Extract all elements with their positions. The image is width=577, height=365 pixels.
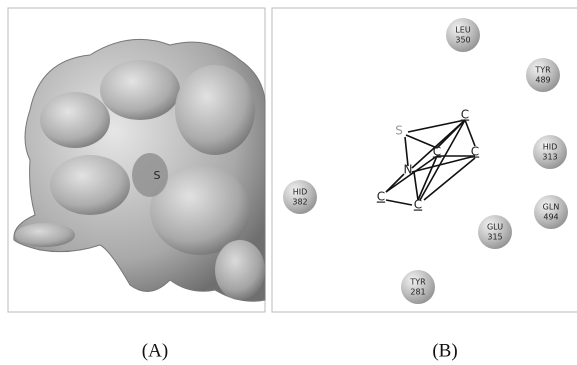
atom-label: C <box>414 198 422 212</box>
panel-a: S <box>8 8 265 312</box>
residue-name: TYR <box>534 66 551 75</box>
residue-number: 350 <box>455 36 470 45</box>
atom-label: S <box>395 124 403 138</box>
atom-label: N <box>404 163 413 177</box>
residue-number: 315 <box>487 233 502 242</box>
residue-number: 489 <box>535 76 550 85</box>
residue-name: GLU <box>487 223 503 232</box>
residue-number: 494 <box>543 213 558 222</box>
atom-label: S <box>154 169 161 182</box>
atom-label: C <box>471 145 479 159</box>
residue-name: HID <box>543 143 558 152</box>
residue-name: GLN <box>543 203 560 212</box>
panel-caption: (A) <box>142 340 168 361</box>
residue-name: HID <box>293 188 308 197</box>
atom-label: C <box>433 145 441 159</box>
atom-label: C <box>461 108 469 122</box>
residue-name: LEU <box>455 26 471 35</box>
atom-label: C <box>377 190 385 204</box>
figure-canvas: S C S C C N C C <box>0 0 577 365</box>
figure: S C S C C N C C <box>0 0 577 365</box>
residue-number: 382 <box>292 198 307 207</box>
residue-number: 281 <box>410 288 425 297</box>
panel-frame <box>272 8 577 312</box>
residue-number: 313 <box>542 153 557 162</box>
residue-name: TYR <box>409 278 426 287</box>
panel-caption: (B) <box>432 340 457 361</box>
panel-b: C S C C N C C LEU350TYR489HID313HID382GL… <box>272 8 577 312</box>
